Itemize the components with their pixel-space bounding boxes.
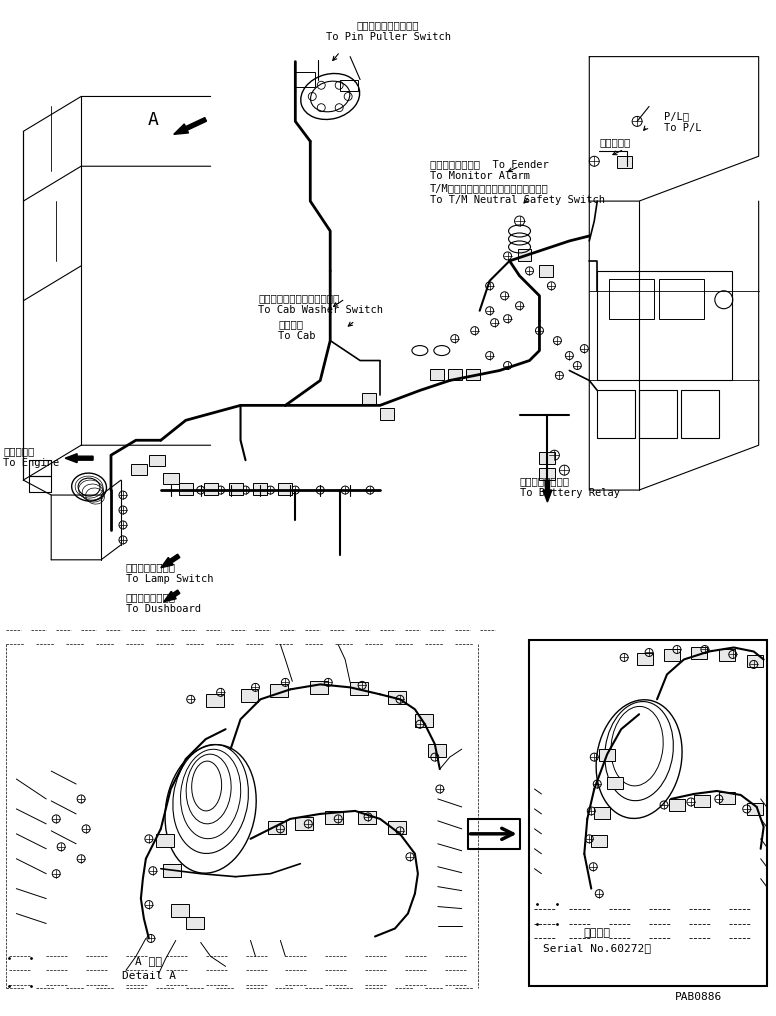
Bar bbox=[609, 278, 654, 319]
Bar bbox=[518, 249, 532, 261]
Bar bbox=[178, 483, 192, 495]
Bar bbox=[539, 452, 556, 464]
Text: Detail A: Detail A bbox=[122, 971, 176, 981]
Text: To Cab: To Cab bbox=[279, 330, 316, 340]
Bar bbox=[279, 483, 293, 495]
Bar bbox=[29, 477, 51, 492]
FancyArrow shape bbox=[65, 454, 93, 462]
Bar bbox=[637, 653, 653, 665]
FancyArrow shape bbox=[161, 554, 180, 568]
Bar bbox=[270, 685, 289, 697]
Text: To Engine: To Engine bbox=[3, 458, 60, 468]
Text: To P/L: To P/L bbox=[664, 123, 702, 133]
Text: To Pin Puller Switch: To Pin Puller Switch bbox=[325, 31, 451, 42]
Text: ランプスイッチへ: ランプスイッチへ bbox=[126, 562, 176, 572]
Bar bbox=[607, 777, 623, 789]
Bar bbox=[617, 156, 632, 169]
Bar bbox=[241, 689, 258, 702]
Bar bbox=[325, 811, 343, 824]
Bar bbox=[296, 817, 314, 830]
Bar bbox=[163, 864, 181, 877]
Bar bbox=[747, 803, 763, 815]
Bar bbox=[747, 655, 763, 668]
Bar bbox=[229, 483, 243, 495]
Bar bbox=[539, 468, 556, 481]
Text: エンジンへ: エンジンへ bbox=[3, 446, 35, 456]
FancyArrow shape bbox=[164, 590, 180, 601]
Bar bbox=[598, 271, 732, 380]
Bar bbox=[428, 744, 445, 757]
Bar bbox=[664, 649, 680, 661]
Bar bbox=[539, 265, 553, 276]
Text: モニタアラームへ  To Fender: モニタアラームへ To Fender bbox=[430, 160, 549, 170]
Bar bbox=[388, 821, 406, 834]
Bar bbox=[691, 647, 707, 659]
Text: バッテリリレーへ: バッテリリレーへ bbox=[519, 477, 570, 486]
Text: To Cab Washer Switch: To Cab Washer Switch bbox=[258, 305, 383, 315]
Bar bbox=[669, 799, 685, 811]
FancyArrow shape bbox=[174, 118, 206, 134]
Text: P/Lへ: P/Lへ bbox=[664, 112, 689, 122]
Bar bbox=[430, 369, 444, 380]
Text: A: A bbox=[147, 112, 158, 129]
Bar bbox=[388, 691, 406, 704]
Text: PAB0886: PAB0886 bbox=[675, 993, 722, 1002]
Bar bbox=[639, 390, 677, 438]
Bar bbox=[591, 835, 607, 846]
Bar bbox=[380, 408, 394, 421]
Bar bbox=[448, 369, 462, 380]
Bar bbox=[529, 639, 767, 987]
Text: 適用号機: 適用号機 bbox=[584, 929, 611, 939]
Bar bbox=[719, 649, 735, 661]
Text: キャブへ: キャブへ bbox=[279, 319, 303, 329]
Bar bbox=[415, 714, 433, 727]
Bar bbox=[185, 916, 203, 930]
Bar bbox=[29, 460, 51, 477]
Text: センプラースイッチへ: センプラースイッチへ bbox=[357, 19, 419, 29]
Bar bbox=[310, 682, 328, 694]
Bar bbox=[599, 749, 615, 761]
Bar bbox=[340, 79, 358, 91]
Text: フェンダへ: フェンダへ bbox=[599, 137, 630, 147]
Bar bbox=[681, 390, 719, 438]
Bar bbox=[156, 834, 174, 846]
Text: キャブウォッシャスイッチへ: キャブウォッシャスイッチへ bbox=[258, 293, 340, 303]
Bar bbox=[171, 903, 189, 916]
Text: Serial No.60272～: Serial No.60272～ bbox=[543, 944, 651, 953]
Text: To Dushboard: To Dushboard bbox=[126, 604, 201, 614]
Bar bbox=[254, 483, 268, 495]
Bar bbox=[598, 390, 635, 438]
Bar bbox=[362, 393, 376, 405]
Text: T/Mニュートラルセーフティスイッチへ: T/Mニュートラルセーフティスイッチへ bbox=[430, 183, 549, 193]
Text: To Monitor Alarm: To Monitor Alarm bbox=[430, 172, 530, 181]
Bar bbox=[203, 483, 217, 495]
Bar bbox=[350, 683, 368, 695]
FancyArrow shape bbox=[543, 481, 552, 502]
Bar bbox=[358, 811, 376, 824]
Bar bbox=[694, 795, 710, 807]
Bar bbox=[296, 71, 315, 86]
Bar bbox=[206, 694, 223, 707]
Bar bbox=[163, 473, 178, 484]
Bar bbox=[268, 821, 286, 834]
Bar bbox=[466, 369, 480, 380]
Bar bbox=[719, 792, 735, 804]
Text: To Battery Relay: To Battery Relay bbox=[519, 488, 619, 498]
Text: To Lamp Switch: To Lamp Switch bbox=[126, 574, 213, 584]
Text: To T/M Neutral Safety Switch: To T/M Neutral Safety Switch bbox=[430, 195, 605, 205]
Bar bbox=[131, 464, 147, 475]
Bar bbox=[594, 807, 610, 819]
Bar bbox=[149, 455, 165, 466]
Text: ダッシュボードへ: ダッシュボードへ bbox=[126, 591, 176, 601]
Bar bbox=[659, 278, 704, 319]
Text: A 詳細: A 詳細 bbox=[135, 956, 162, 966]
